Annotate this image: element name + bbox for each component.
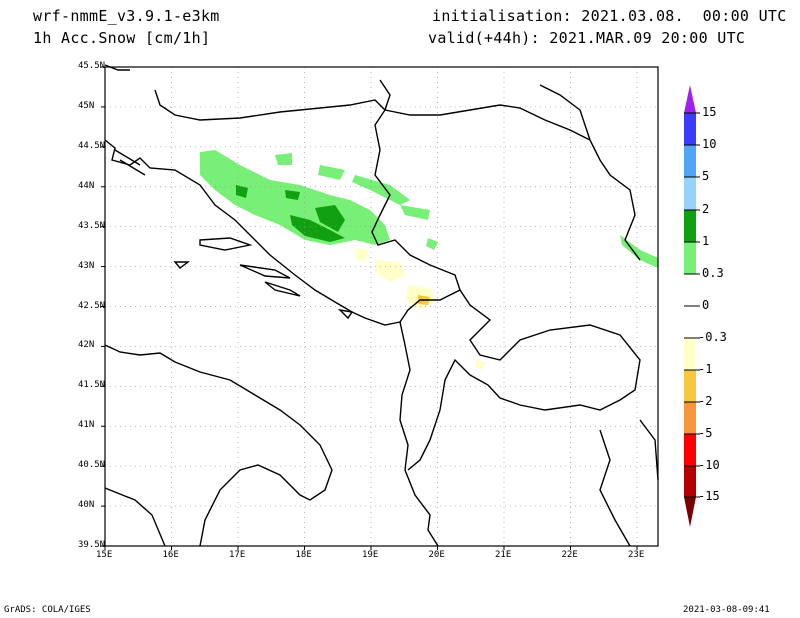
colorbar-bin	[684, 177, 696, 210]
colorbar-label: -2	[698, 394, 713, 408]
lat-label: 42N	[78, 340, 95, 351]
colorbar-bin	[684, 370, 696, 402]
colorbar-arrow-top	[684, 85, 696, 113]
lon-label: 22E	[561, 550, 578, 560]
lon-label: 20E	[428, 550, 445, 560]
colorbar-arrow-bottom	[684, 497, 696, 527]
colorbar-bin	[684, 466, 696, 497]
lon-label: 21E	[495, 550, 512, 560]
colorbar-bin	[684, 113, 696, 145]
melt-area-light-yellow	[355, 248, 368, 262]
snow-area-dark-green	[285, 190, 300, 200]
snow-area-dark-green	[290, 215, 345, 242]
colorbar-bin	[684, 242, 696, 274]
snow-area-dark-green	[236, 185, 248, 198]
colorbar-label: 0	[702, 298, 710, 312]
lon-label: 16E	[162, 550, 179, 560]
lat-label: 41N	[78, 420, 95, 431]
valid-time: valid(+44h): 2021.MAR.09 20:00 UTC	[428, 29, 746, 47]
colorbar-label: -10	[698, 458, 720, 472]
colorbar-label: 1	[702, 234, 710, 248]
snow-area-dark-green	[315, 205, 345, 232]
colorbar-bin	[684, 338, 696, 370]
lat-label: 39.5N	[78, 540, 106, 550]
snow-area-light-green	[400, 205, 430, 220]
colorbar-label: -0.3	[698, 330, 727, 344]
snow-area-light-green	[275, 153, 292, 165]
snow-area-light-green	[426, 238, 438, 250]
melt-area-light-yellow	[375, 260, 405, 282]
lat-label: 45.5N	[78, 61, 106, 71]
colorbar-bin	[684, 434, 696, 466]
melt-area-light-yellow	[475, 360, 486, 370]
snow-field	[200, 150, 658, 370]
snow-area-light-green	[318, 165, 345, 180]
colorbar-label: 5	[702, 169, 710, 183]
colorbar	[684, 85, 700, 527]
colorbar-bin	[684, 210, 696, 242]
footer-left: GrADS: COLA/IGES	[4, 605, 91, 615]
field-title: 1h Acc.Snow [cm/1h]	[33, 29, 211, 47]
lat-label: 43N	[78, 260, 95, 271]
lat-label: 44.5N	[78, 140, 106, 151]
lon-label: 15E	[96, 550, 113, 560]
colorbar-label: 15	[702, 105, 717, 119]
colorbar-label: -1	[698, 362, 713, 376]
lat-label: 41.5N	[78, 380, 106, 391]
lon-label: 17E	[229, 550, 246, 560]
lat-label: 43.5N	[78, 220, 106, 231]
coastlines-borders	[104, 64, 659, 547]
lat-label: 40.5N	[78, 460, 106, 471]
footer-right: 2021-03-08-09:41	[683, 605, 770, 615]
colorbar-label: -5	[698, 426, 713, 440]
colorbar-bin	[684, 145, 696, 177]
model-title: wrf-nmmE_v3.9.1-e3km	[33, 7, 220, 25]
colorbar-label: -15	[698, 489, 720, 503]
colorbar-label: 0.3	[702, 266, 724, 280]
colorbar-label: 2	[702, 202, 710, 216]
init-time: initialisation: 2021.03.08. 00:00 UTC	[432, 7, 787, 25]
lon-label: 18E	[295, 550, 312, 560]
lat-label: 40N	[78, 500, 95, 511]
lat-label: 45N	[78, 100, 95, 111]
lat-label: 42.5N	[78, 300, 106, 311]
lat-label: 44N	[78, 180, 95, 191]
lon-label: 23E	[628, 550, 645, 560]
graticule	[105, 67, 658, 546]
lon-label: 19E	[362, 550, 379, 560]
colorbar-label: 10	[702, 137, 717, 151]
snow-area-light-green	[352, 175, 410, 205]
colorbar-bin	[684, 402, 696, 434]
snow-area-light-green	[620, 235, 658, 268]
